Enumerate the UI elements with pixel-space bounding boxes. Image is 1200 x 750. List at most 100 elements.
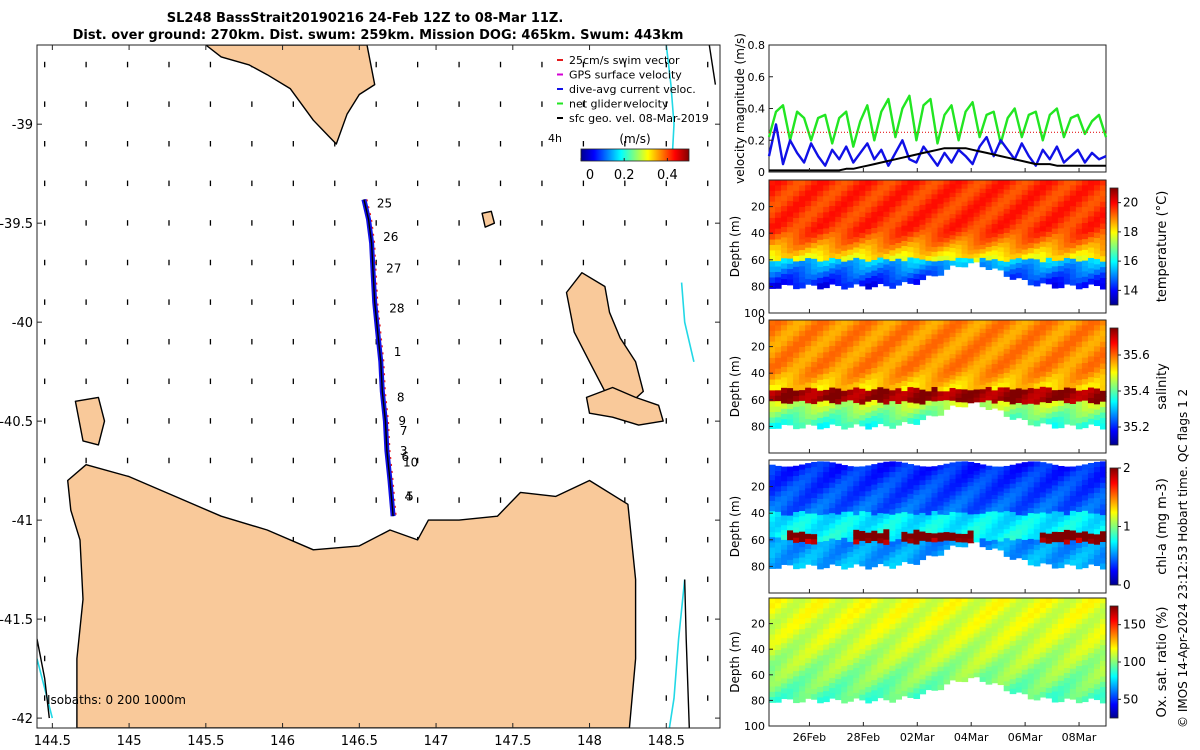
day-label: 26	[383, 230, 398, 244]
section-cell	[1099, 272, 1107, 279]
section-cell	[1033, 466, 1041, 473]
section-cell	[1063, 658, 1071, 664]
section-cell	[811, 232, 818, 239]
section-cell	[1027, 346, 1035, 353]
section-cell	[979, 602, 987, 607]
section-cell	[1045, 657, 1053, 664]
section-cell	[907, 345, 915, 352]
section-cell	[871, 270, 878, 277]
section-cell	[1051, 201, 1059, 208]
section-cell	[859, 545, 866, 552]
section-cell	[781, 683, 788, 689]
section-cell	[853, 418, 860, 425]
section-cell	[955, 504, 963, 509]
section-cell	[997, 680, 1005, 686]
section-cell	[823, 346, 830, 353]
section-cell	[997, 649, 1005, 655]
section-cell	[883, 227, 890, 234]
section-cell	[931, 466, 939, 472]
section-cell	[1021, 414, 1029, 420]
section-cell	[793, 363, 800, 370]
section-cell	[1051, 475, 1059, 481]
section-cell	[1075, 650, 1083, 657]
section-cell	[991, 466, 999, 472]
section-cell	[925, 625, 933, 631]
section-cell	[865, 341, 872, 348]
section-cell	[925, 324, 933, 331]
section-cell	[919, 645, 927, 652]
velocity-ytick-label: 0.8	[748, 39, 766, 52]
section-cell	[877, 627, 884, 634]
section-cell	[925, 362, 933, 369]
section-cell	[1087, 548, 1095, 555]
section-cell	[931, 242, 939, 248]
section-cell	[817, 639, 824, 646]
section-cell	[1015, 510, 1023, 516]
section-cell	[775, 422, 782, 429]
section-cell	[1093, 669, 1101, 675]
section-cell	[991, 201, 999, 207]
section-cell	[1027, 653, 1035, 660]
section-cell	[865, 229, 872, 236]
section-cell	[769, 624, 776, 630]
section-cell	[853, 534, 860, 541]
section-cell	[937, 410, 945, 416]
section-cell	[1075, 548, 1083, 554]
section-cell	[925, 396, 933, 402]
section-cell	[889, 347, 896, 354]
section-cell	[781, 643, 788, 649]
section-cell	[805, 618, 812, 624]
section-cell	[979, 197, 987, 203]
section-cell	[1099, 347, 1107, 354]
section-cell	[829, 351, 836, 357]
section-cell	[769, 618, 776, 625]
section-cell	[787, 409, 794, 415]
section-cell	[1039, 482, 1047, 488]
section-cell	[1033, 684, 1041, 691]
section-cell	[1015, 505, 1023, 512]
section-cell	[907, 543, 915, 549]
section-cell	[835, 519, 842, 526]
section-cell	[1009, 612, 1017, 618]
section-cell	[985, 229, 993, 235]
section-cell	[1003, 252, 1011, 258]
section-cell	[997, 215, 1005, 222]
section-cell	[925, 546, 933, 552]
section-cell	[793, 527, 800, 534]
section-cell	[775, 201, 782, 208]
section-cell	[865, 480, 872, 487]
section-cell	[1075, 385, 1083, 392]
section-cell	[943, 404, 951, 410]
section-cell	[1033, 513, 1041, 520]
section-cell	[799, 228, 806, 235]
section-cell	[943, 224, 951, 230]
section-cell	[913, 387, 921, 394]
section-cell	[943, 264, 951, 270]
section-cell	[979, 371, 987, 377]
section-cell	[919, 522, 927, 528]
section-cell	[1093, 206, 1101, 213]
section-cell	[901, 391, 909, 397]
section-cell	[1009, 521, 1017, 527]
section-cell	[859, 535, 866, 542]
section-cell	[1003, 324, 1011, 331]
section-cell	[805, 468, 812, 474]
section-cell	[1051, 266, 1059, 273]
section-cell	[1027, 683, 1035, 690]
section-cell	[1033, 227, 1041, 234]
section-cell	[943, 519, 951, 525]
section-cell	[1021, 194, 1029, 201]
section-cell	[817, 629, 824, 636]
section-cell	[1027, 678, 1035, 685]
section-cell	[1099, 223, 1107, 230]
section-cell	[781, 535, 788, 541]
section-cell	[961, 623, 969, 628]
section-cell	[1027, 523, 1035, 530]
section-cell	[859, 674, 866, 681]
section-cell	[907, 185, 915, 191]
section-cell	[781, 263, 788, 270]
section-cell	[793, 417, 800, 424]
section-cell	[1057, 336, 1065, 343]
section-cell	[793, 341, 800, 348]
section-cell	[1033, 378, 1041, 385]
